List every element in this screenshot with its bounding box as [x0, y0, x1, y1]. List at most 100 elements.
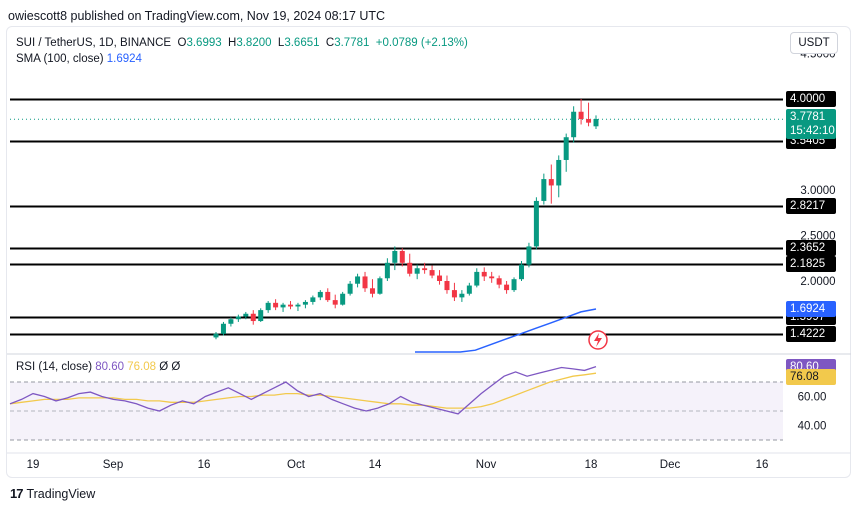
candle [437, 270, 443, 285]
candle-body [250, 313, 256, 322]
candle [496, 275, 502, 289]
candle-body [526, 246, 532, 265]
candle-body [317, 291, 323, 298]
last-price-value: 3.7781 [790, 111, 826, 124]
sma-badge: 1.6924 [786, 300, 836, 317]
candle-body [593, 119, 599, 127]
candle [571, 106, 577, 143]
candle [466, 282, 472, 296]
candle [384, 258, 390, 281]
candle-body [325, 291, 331, 301]
rsi-extra-1: Ø [159, 361, 169, 373]
candle [481, 267, 487, 281]
chart-frame [6, 26, 851, 478]
rsi-ma-value: 76.08 [127, 361, 157, 373]
time-tick: 19 [27, 459, 40, 471]
candle [392, 246, 398, 271]
tradingview-brand: TradingView [26, 486, 96, 501]
candle [302, 300, 308, 309]
candle-body [429, 270, 435, 276]
candle-body [399, 250, 405, 263]
candle-body [556, 159, 562, 186]
time-tick: 16 [198, 459, 211, 471]
candle-body [243, 313, 249, 317]
candle [444, 275, 450, 294]
high-value: 3.8200 [236, 37, 272, 49]
rsi-line [9, 365, 597, 415]
candle [265, 301, 271, 313]
candle-body [511, 279, 517, 291]
candle-body [369, 288, 375, 294]
candle [310, 295, 316, 305]
candle-body [466, 285, 472, 294]
time-tick: Sep [103, 459, 123, 471]
candle-body [355, 276, 361, 284]
ohlc-values: O3.6993 H3.8200 L3.6651 C3.7781 +0.0789 … [177, 37, 468, 49]
price-tick: 2.5000 [800, 231, 835, 243]
candle-body [310, 297, 316, 302]
close-value: 3.7781 [334, 37, 370, 49]
candle-body [235, 316, 241, 320]
candle-body [563, 137, 569, 160]
chart-legend: SUI / TetherUS, 1D, BINANCE O3.6993 H3.8… [16, 35, 468, 67]
candle-body [459, 293, 465, 298]
candle [541, 173, 547, 205]
candle [578, 99, 584, 125]
time-tick: 18 [585, 459, 598, 471]
candle-body [533, 200, 539, 247]
rsi-tick: 40.00 [798, 421, 827, 433]
candle [429, 265, 435, 279]
candle [213, 331, 219, 340]
lightning-icon[interactable] [588, 330, 608, 350]
footer-brand[interactable]: 17 TradingView [10, 486, 95, 501]
time-tick: Nov [476, 459, 497, 471]
candle-body [265, 302, 271, 311]
candle [258, 308, 264, 322]
candle [518, 260, 524, 281]
candle [451, 282, 457, 302]
candle-body [280, 304, 286, 308]
rsi-ma-badge: 76.08 [786, 369, 836, 386]
open-value: 3.6993 [186, 37, 222, 49]
rsi-label[interactable]: RSI (14, close) [16, 361, 93, 373]
candle [474, 268, 480, 288]
symbol-title[interactable]: SUI / TetherUS, 1D, BINANCE [16, 37, 172, 49]
level-badge: 1.4222 [786, 325, 836, 342]
candle [369, 279, 375, 298]
candle-body [392, 250, 398, 263]
candle [340, 291, 346, 306]
candle-body [541, 179, 547, 201]
candle [228, 317, 234, 327]
candle-body [437, 275, 443, 281]
candle-body [444, 281, 450, 291]
time-tick: Oct [287, 459, 306, 471]
candle [355, 273, 361, 288]
candle [556, 155, 562, 198]
rsi-tick: 60.00 [798, 392, 827, 404]
candle [325, 288, 331, 302]
candle [220, 321, 226, 336]
candle-body [295, 304, 301, 307]
candle [362, 271, 368, 292]
candle-body [273, 302, 279, 308]
time-tick: 16 [756, 459, 769, 471]
candle [563, 133, 569, 172]
candle-body [302, 301, 308, 305]
candle [548, 164, 554, 204]
candle [317, 290, 323, 301]
tradingview-logo-icon: 17 [10, 486, 24, 501]
candle [288, 301, 294, 310]
level-badge: 2.8217 [786, 198, 836, 215]
sma-line [415, 308, 597, 353]
currency-button[interactable]: USDT [790, 32, 838, 54]
bar-countdown: 15:42:10 [790, 125, 835, 138]
candle [414, 264, 420, 280]
candle-body [496, 278, 502, 285]
candle [332, 294, 338, 309]
candle-body [377, 278, 383, 294]
sma-label[interactable]: SMA (100, close) [16, 53, 104, 65]
candle-body [548, 179, 554, 186]
candle-body [258, 310, 264, 322]
candle-body [340, 293, 346, 305]
